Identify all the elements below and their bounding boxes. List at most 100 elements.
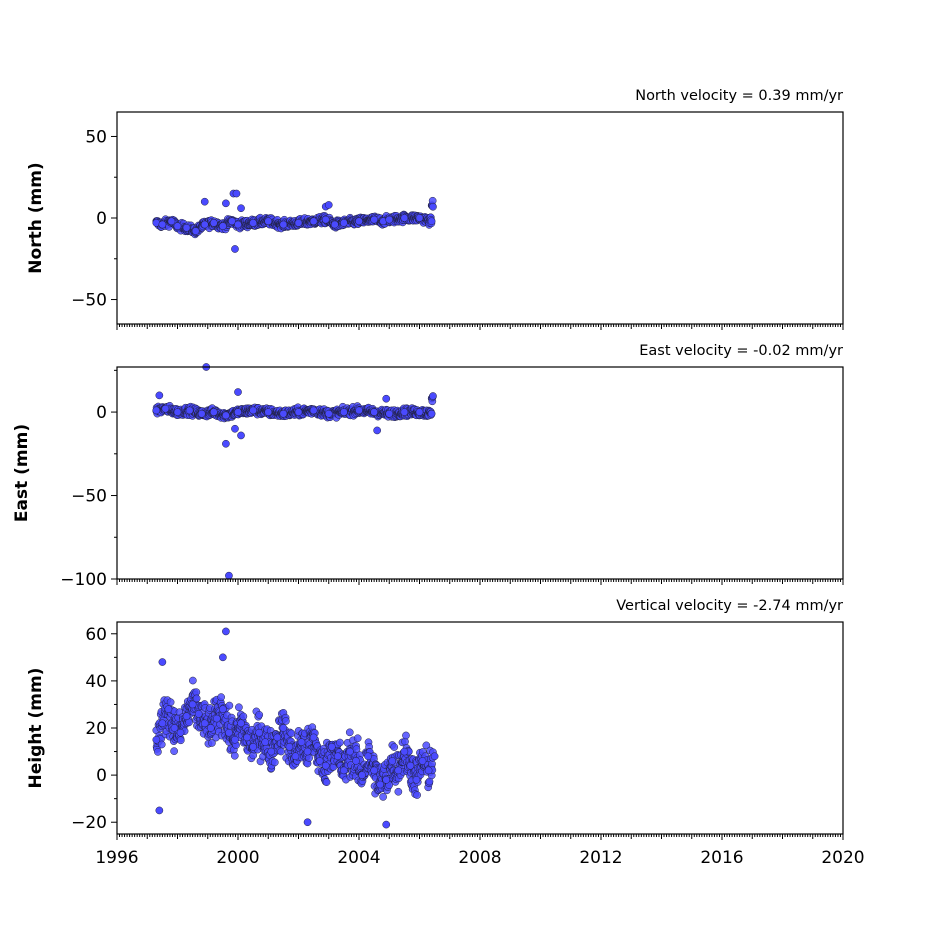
- data-point: [370, 408, 378, 416]
- data-point: [200, 220, 209, 229]
- data-point: [234, 388, 242, 396]
- data-point: [176, 728, 185, 737]
- data-point: [413, 791, 421, 799]
- data-point: [173, 222, 182, 231]
- data-point: [358, 771, 366, 779]
- data-point: [237, 204, 245, 213]
- data-point: [427, 409, 436, 418]
- x-tick-label: 2008: [458, 848, 501, 868]
- data-point: [249, 406, 257, 415]
- data-point: [273, 733, 282, 742]
- data-point: [208, 739, 216, 747]
- x-tick-label: 2012: [579, 848, 622, 868]
- data-point: [225, 701, 234, 710]
- data-point: [222, 439, 230, 448]
- data-point: [182, 223, 191, 232]
- data-point: [385, 215, 394, 224]
- data-point: [166, 698, 175, 707]
- data-point: [277, 747, 286, 756]
- data-point: [382, 394, 391, 403]
- data-point: [170, 724, 179, 732]
- data-point: [400, 747, 409, 756]
- height-data-points: [152, 627, 439, 829]
- data-point: [402, 731, 410, 740]
- data-point: [303, 747, 312, 756]
- data-point: [340, 408, 348, 416]
- data-point: [321, 215, 330, 224]
- data-point: [232, 189, 241, 198]
- east-panel: East velocity = -0.02 mm/yr East (mm) −1…: [12, 343, 844, 590]
- data-point: [382, 775, 391, 784]
- data-point: [291, 752, 300, 761]
- data-point: [255, 728, 264, 737]
- data-point: [231, 424, 239, 433]
- x-tick-label: 2000: [216, 848, 259, 868]
- data-point: [282, 717, 290, 725]
- north-y-axis-label: North (mm): [26, 162, 46, 273]
- data-point: [390, 743, 399, 751]
- data-point: [279, 409, 288, 418]
- data-point: [219, 222, 227, 231]
- height-panel: Vertical velocity = -2.74 mm/yr Height (…: [26, 598, 865, 868]
- data-point: [228, 217, 236, 226]
- data-point: [285, 742, 294, 751]
- data-point: [355, 406, 363, 415]
- data-point: [309, 217, 318, 226]
- data-point: [234, 408, 242, 416]
- data-point: [249, 742, 257, 751]
- data-point: [152, 406, 161, 415]
- data-point: [264, 408, 273, 416]
- data-point: [355, 217, 363, 226]
- data-point: [327, 742, 336, 751]
- data-point: [429, 202, 437, 211]
- y-tick-label: −20: [71, 813, 107, 833]
- data-point: [225, 571, 233, 580]
- data-point: [185, 406, 194, 415]
- data-point: [322, 778, 331, 787]
- data-point: [376, 780, 385, 789]
- data-point: [158, 220, 167, 229]
- east-y-axis-label: East (mm): [12, 424, 32, 522]
- data-point: [167, 217, 176, 226]
- data-point: [230, 751, 239, 760]
- data-point: [217, 693, 225, 701]
- x-tick-label: 2016: [700, 848, 743, 868]
- data-point: [305, 754, 313, 762]
- y-tick-label: 50: [85, 127, 107, 147]
- data-point: [197, 409, 206, 418]
- data-point: [303, 818, 312, 827]
- data-point: [249, 219, 257, 227]
- data-point: [415, 408, 424, 416]
- data-point: [155, 391, 164, 400]
- data-point: [152, 735, 161, 744]
- data-point: [200, 197, 209, 206]
- data-point: [406, 761, 415, 770]
- data-point: [370, 766, 378, 775]
- data-point: [430, 752, 439, 761]
- data-point: [388, 757, 397, 765]
- north-plot-frame: [116, 111, 844, 325]
- data-point: [237, 431, 245, 440]
- data-point: [418, 757, 427, 765]
- data-point: [346, 747, 354, 756]
- data-point: [264, 217, 273, 226]
- y-tick-label: 0: [96, 766, 107, 786]
- data-point: [336, 738, 344, 747]
- data-point: [309, 733, 318, 742]
- data-point: [234, 220, 242, 229]
- east-panel-title: East velocity = -0.02 mm/yr: [639, 343, 843, 359]
- y-tick-label: 0: [96, 403, 107, 423]
- data-point: [225, 728, 233, 737]
- data-point: [400, 214, 409, 222]
- y-tick-label: −50: [71, 291, 107, 311]
- data-point: [209, 408, 218, 416]
- data-point: [231, 735, 239, 744]
- data-point: [206, 724, 215, 732]
- data-point: [189, 676, 197, 685]
- data-point: [385, 409, 394, 418]
- data-point: [315, 757, 324, 765]
- data-point: [194, 710, 203, 718]
- height-y-axis-label: Height (mm): [26, 668, 46, 789]
- data-point: [382, 820, 391, 829]
